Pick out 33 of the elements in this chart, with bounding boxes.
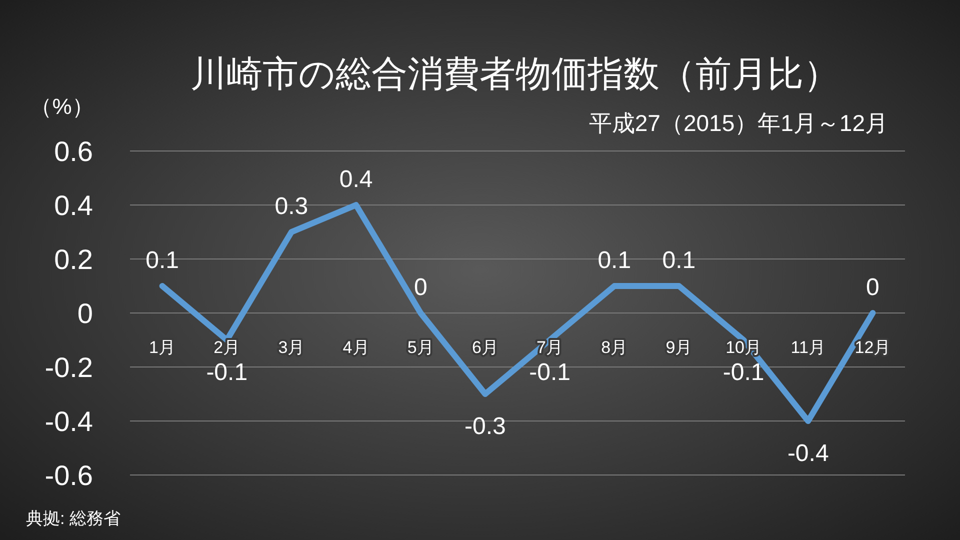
x-tick-label: 6月 <box>472 338 498 357</box>
x-tick-label: 2月 <box>214 338 240 357</box>
x-tick-label: 4月 <box>342 338 370 357</box>
data-label: 0.3 <box>274 193 308 220</box>
y-tick-label: -0.2 <box>44 352 93 383</box>
data-label: -0.4 <box>787 440 829 467</box>
x-tick-label: 5月 <box>407 338 434 357</box>
data-label: -0.1 <box>722 359 764 386</box>
y-tick-label: 0.4 <box>54 190 93 221</box>
data-label: 0.1 <box>146 247 179 274</box>
data-label: -0.1 <box>529 359 570 386</box>
x-tick-label: 3月 <box>278 338 305 357</box>
data-label: -0.1 <box>206 359 248 386</box>
data-label: 0 <box>866 274 880 301</box>
y-tick-label: -0.6 <box>44 460 93 491</box>
data-label: 0.4 <box>339 166 373 193</box>
x-tick-label: 11月 <box>790 338 826 357</box>
data-label: 0 <box>414 274 428 301</box>
chart-subtitle: 平成27（2015）年1月～12月 <box>588 110 888 136</box>
y-axis-title: （%） <box>30 94 94 119</box>
y-tick-label: 0.2 <box>54 244 93 275</box>
x-tick-label: 9月 <box>666 338 692 357</box>
data-label: -0.3 <box>464 413 506 440</box>
y-tick-label: 0.6 <box>54 136 93 167</box>
x-tick-label: 1月 <box>149 338 176 357</box>
y-tick-label: 0 <box>77 298 93 329</box>
data-label: 0.1 <box>662 247 696 274</box>
x-tick-label: 8月 <box>601 338 628 357</box>
data-label: 0.1 <box>598 247 632 274</box>
text: 典拠: 総務省 <box>26 509 120 528</box>
y-tick-label: -0.4 <box>44 406 93 437</box>
x-tick-label: 12月 <box>854 338 891 357</box>
chart-title: 川崎市の総合消費者物価指数（前月比） <box>190 53 840 94</box>
